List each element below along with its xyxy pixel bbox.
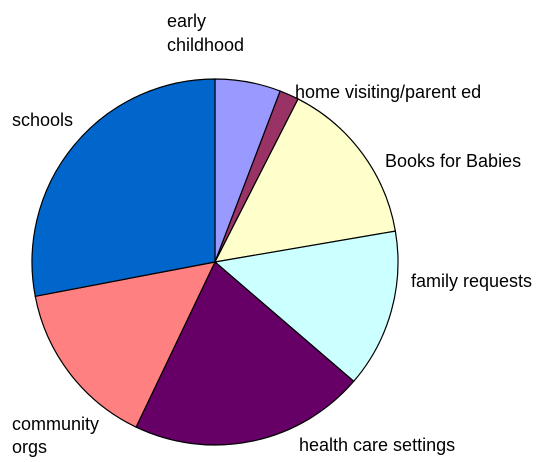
label-early-childhood-line1: early <box>167 11 206 31</box>
label-early-childhood-line2: childhood <box>167 35 244 55</box>
label-home-visiting: home visiting/parent ed <box>295 82 481 102</box>
label-community-orgs: community orgs <box>12 414 104 457</box>
label-health-care-settings: health care settings <box>299 435 455 455</box>
label-schools: schools <box>12 110 73 130</box>
slice-community-orgs <box>34 261 217 428</box>
label-early-childhood: early childhood <box>167 11 244 55</box>
pie-slices <box>31 78 399 446</box>
slice-books-for-babies <box>213 98 397 263</box>
label-community-orgs-line2: orgs <box>12 437 47 457</box>
label-books-for-babies: Books for Babies <box>385 151 521 171</box>
slice-health-care-settings <box>135 261 355 446</box>
label-family-requests: family requests <box>411 271 532 291</box>
slice-schools <box>31 78 216 297</box>
label-community-orgs-line1: community <box>12 414 99 434</box>
slice-family-requests <box>213 230 399 383</box>
